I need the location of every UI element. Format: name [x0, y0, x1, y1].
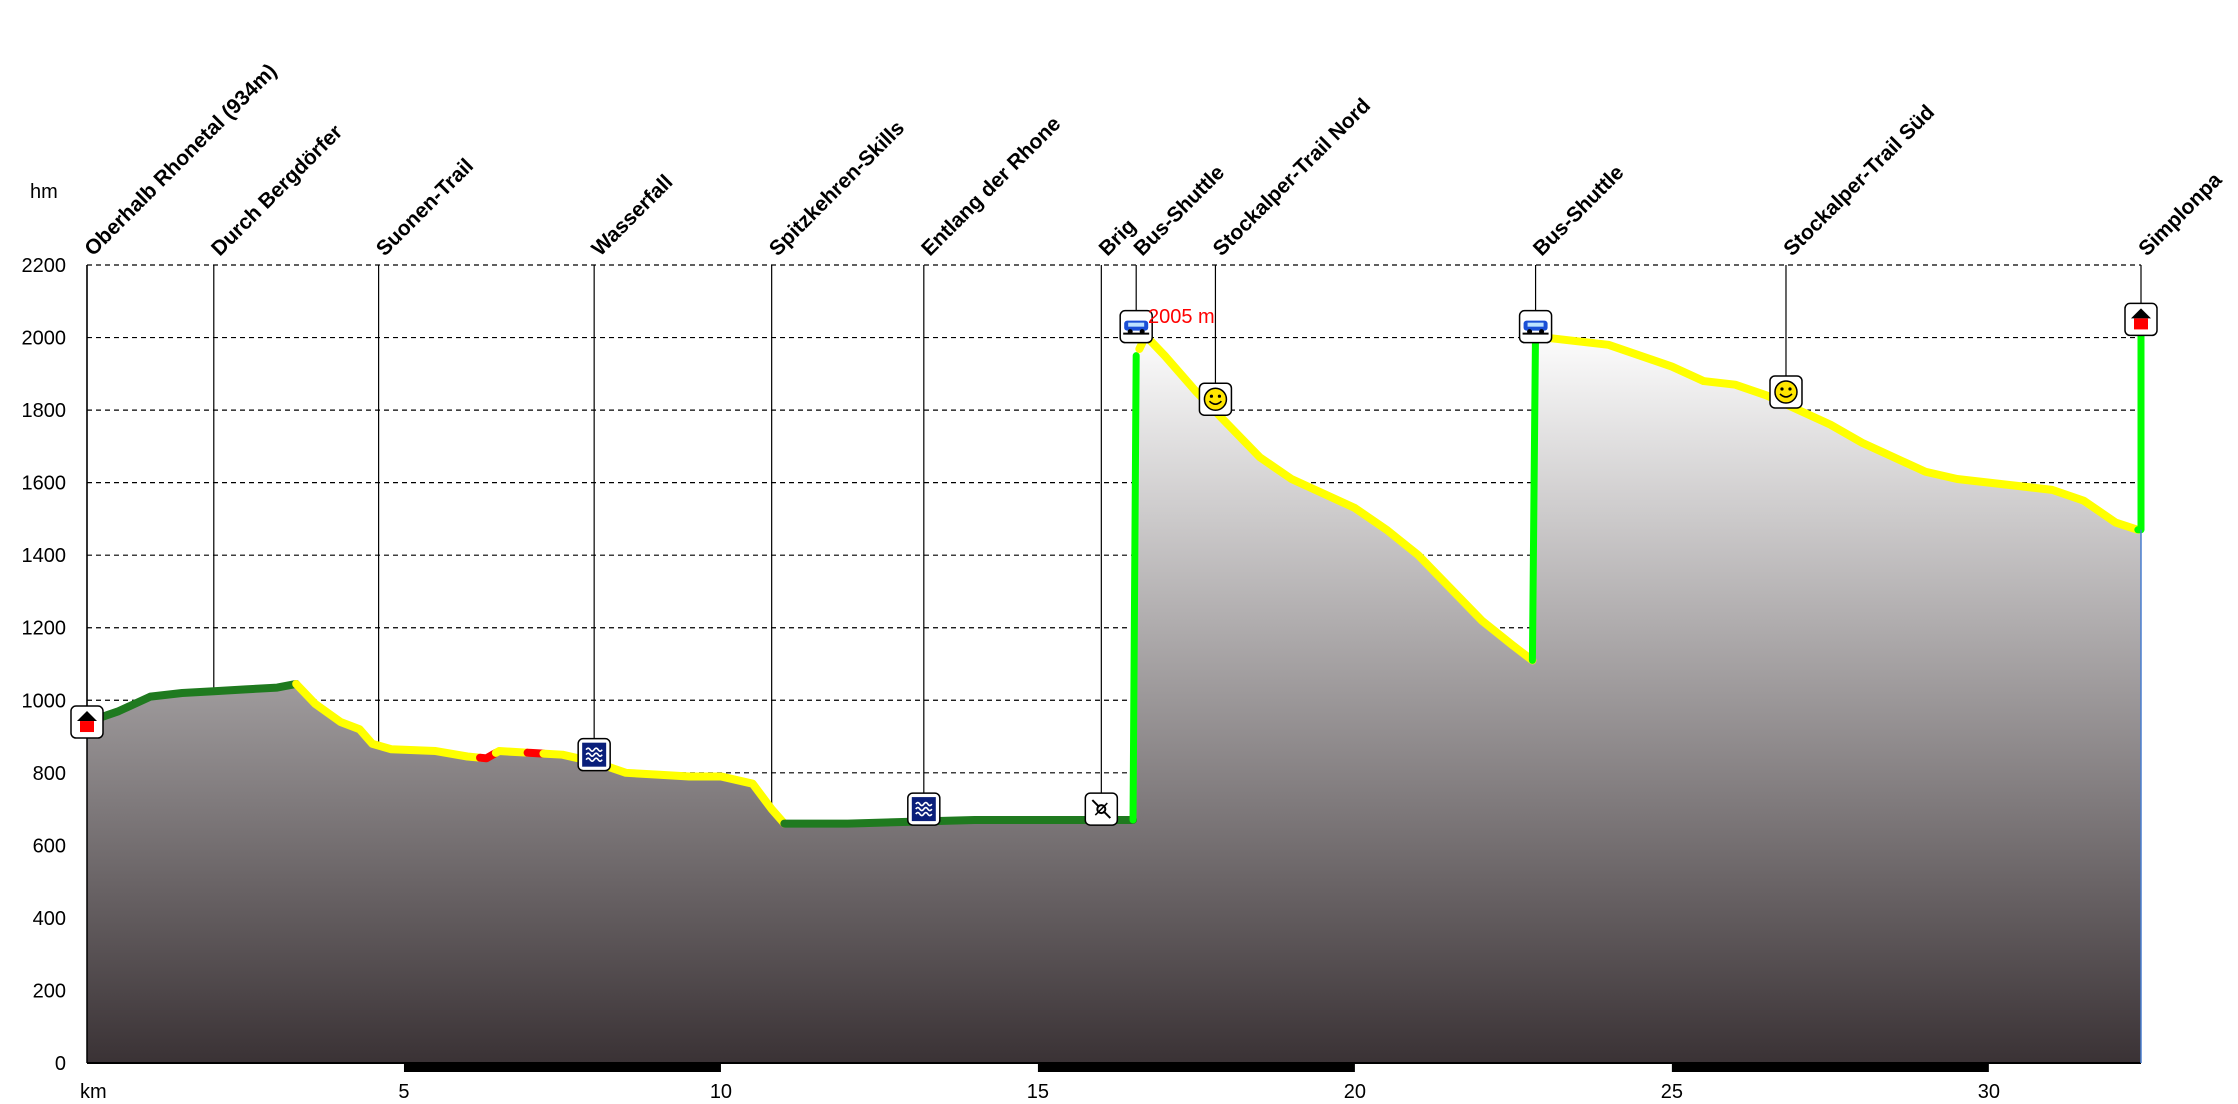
y-tick-label: 1600 — [22, 473, 67, 495]
profile-area — [87, 326, 2141, 1063]
x-tick-label: 10 — [710, 1081, 732, 1103]
house-icon — [70, 705, 104, 739]
y-tick-label: 0 — [55, 1053, 66, 1075]
y-tick-label: 2200 — [22, 255, 67, 277]
x-axis-label: km — [80, 1081, 107, 1103]
y-tick-label: 200 — [33, 980, 66, 1002]
waypoint-icons — [70, 302, 2158, 826]
waypoint-label: Stockalper-Trail Nord — [1209, 94, 1375, 260]
track-segment-moderate — [1534, 326, 2142, 534]
track-segment-shuttle — [2134, 326, 2145, 534]
track-segment-shuttle — [1528, 323, 1540, 664]
x-tick-label: 30 — [1978, 1081, 2000, 1103]
track-segment-shuttle — [1129, 352, 1140, 824]
track-segment-flat — [780, 815, 1138, 828]
y-tick-label: 400 — [33, 908, 66, 930]
bus-icon — [1119, 309, 1153, 344]
track-segment-steep — [523, 748, 548, 758]
waypoint-label: Simplonpa — [2134, 168, 2226, 260]
max-elevation-label: 2005 m — [1148, 306, 1215, 328]
x-tick-label: 5 — [398, 1081, 409, 1103]
waypoint-label: Brig — [1095, 215, 1141, 261]
waypoint-labels: Oberhalb Rhonetal (934m)Durch Bergdörfer… — [80, 59, 2226, 260]
smiley-icon — [1769, 375, 1803, 409]
track-segment-moderate — [292, 679, 485, 762]
track-segment-flat — [83, 679, 301, 727]
x-tick-label: 25 — [1661, 1081, 1683, 1103]
x-axis-band — [1671, 1064, 1989, 1072]
bus-icon — [1518, 309, 1553, 344]
waypoint-label: Suonen-Trail — [372, 154, 478, 260]
waypoint-lines — [86, 265, 2142, 810]
smiley-icon — [1198, 382, 1233, 416]
house-icon — [2124, 302, 2158, 337]
y-tick-label: 1000 — [22, 690, 67, 712]
axes: 5 10 15 20 25 30 — [86, 265, 2142, 1103]
y-tick-label: 1800 — [22, 400, 67, 422]
waypoint-label: Durch Bergdörfer — [207, 121, 347, 261]
y-tick-label: 800 — [33, 763, 66, 785]
waypoint-label: Wasserfall — [587, 171, 677, 261]
track-segment-moderate — [1135, 331, 1537, 665]
waypoint-label: Entlang der Rhone — [917, 112, 1065, 260]
waypoint-label: Spitzkehren-Skills — [765, 116, 909, 260]
x-tick-label: 20 — [1344, 1081, 1366, 1103]
y-tick-label: 2000 — [22, 328, 67, 350]
x-axis-band — [1037, 1064, 1355, 1072]
y-tick-label: 1200 — [22, 618, 67, 640]
x-axis-band — [403, 1064, 721, 1072]
y-tick-label: 600 — [33, 835, 66, 857]
water-icon — [577, 737, 611, 772]
y-axis-label: hm — [30, 181, 58, 203]
x-tick-label: 15 — [1027, 1081, 1049, 1103]
waypoint-label: Stockalper-Trail Süd — [1779, 101, 1939, 261]
elevation-area — [87, 326, 2141, 1063]
water-icon — [907, 792, 941, 826]
waypoint-label: Bus-Shuttle — [1529, 161, 1629, 261]
track-segment-moderate — [491, 747, 532, 757]
y-tick-label: 1400 — [22, 545, 67, 567]
town-icon — [1084, 792, 1119, 826]
